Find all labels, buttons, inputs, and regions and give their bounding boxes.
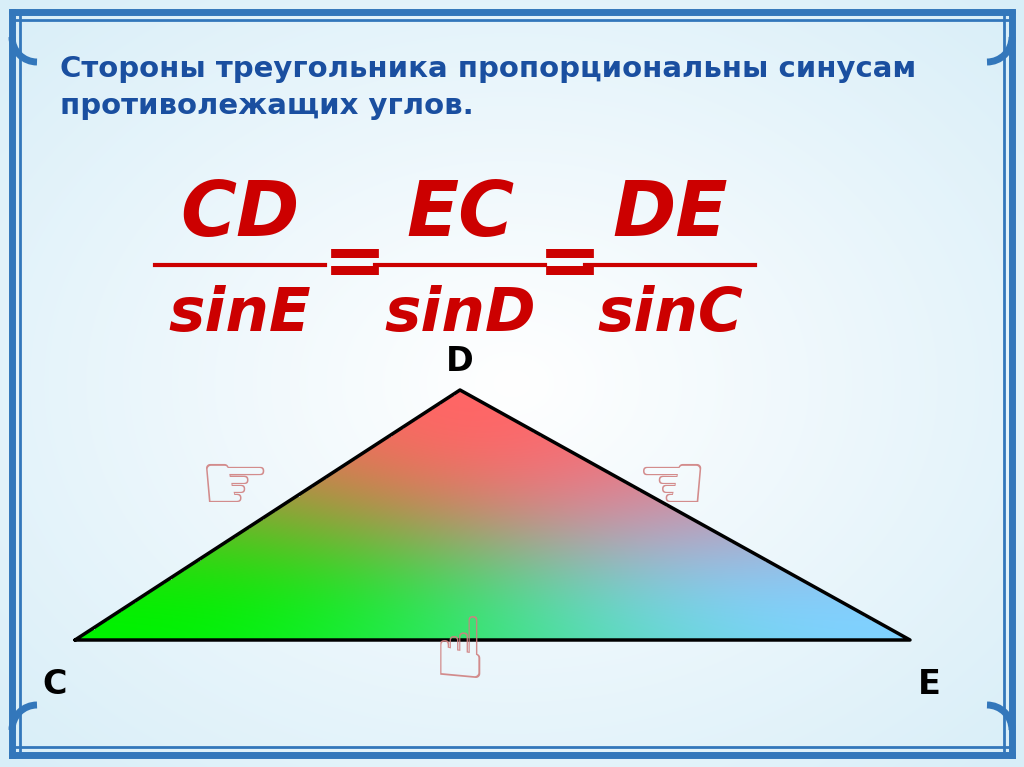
Text: sinC: sinC — [597, 285, 742, 344]
Text: sinE: sinE — [169, 285, 311, 344]
Text: =: = — [323, 228, 387, 302]
Text: =: = — [538, 228, 602, 302]
Text: Стороны треугольника пропорциональны синусам
противолежащих углов.: Стороны треугольника пропорциональны син… — [60, 55, 916, 120]
Text: ☝: ☝ — [434, 614, 486, 696]
Text: DE: DE — [612, 178, 728, 252]
Text: EC: EC — [406, 178, 514, 252]
Text: sinD: sinD — [384, 285, 536, 344]
Text: ☜: ☜ — [636, 449, 708, 527]
Text: C: C — [43, 668, 67, 701]
Text: E: E — [918, 668, 941, 701]
Text: CD: CD — [180, 178, 300, 252]
Text: D: D — [446, 345, 474, 378]
Text: ☞: ☞ — [199, 449, 271, 527]
